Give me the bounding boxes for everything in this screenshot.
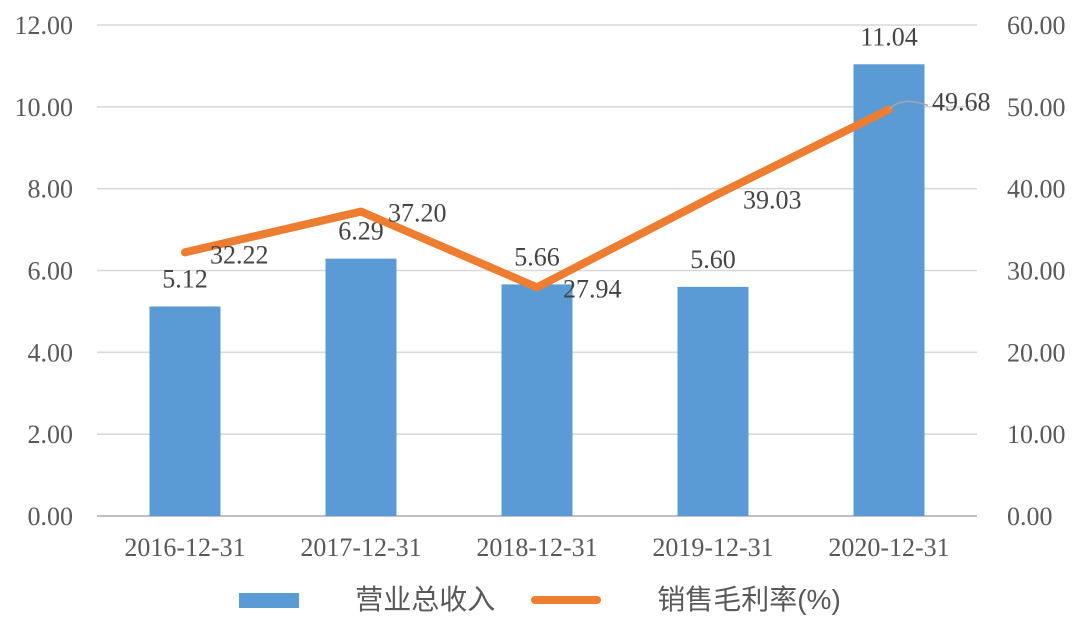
bar-value-label: 11.04	[860, 22, 918, 51]
margin-line	[181, 105, 893, 292]
right-axis-tick-label: 30.00	[1007, 257, 1066, 286]
label-leader-line	[888, 100, 929, 110]
revenue-bar	[677, 286, 749, 516]
right-axis-tick-label: 50.00	[1007, 93, 1066, 122]
revenue-bar	[501, 284, 573, 516]
bar-value-label: 5.12	[162, 265, 208, 294]
bar-value-label: 5.66	[514, 242, 560, 271]
line-value-label: 39.03	[743, 186, 802, 215]
x-axis-category-label: 2020-12-31	[828, 533, 949, 562]
left-axis-tick-label: 2.00	[28, 420, 74, 449]
left-axis-tick-label: 0.00	[28, 502, 74, 531]
left-axis-tick-label: 8.00	[28, 175, 74, 204]
line-value-label: 37.20	[388, 199, 447, 228]
revenue-bar	[149, 306, 221, 516]
right-axis-tick-label: 0.00	[1007, 502, 1053, 531]
legend-bar-swatch-icon	[239, 592, 300, 608]
line-value-label: 49.68	[932, 87, 991, 116]
line-value-label: 27.94	[563, 274, 622, 303]
x-axis-category-label: 2018-12-31	[476, 533, 597, 562]
bar-value-label: 5.60	[690, 245, 736, 274]
revenue-bar	[325, 258, 397, 516]
left-axis-tick-label: 10.00	[15, 93, 74, 122]
x-axis-category-label: 2017-12-31	[300, 533, 421, 562]
legend-line-label: 销售毛利率(%)	[657, 584, 841, 615]
legend-line-swatch-icon	[531, 596, 602, 604]
x-axis-category-label: 2016-12-31	[124, 533, 245, 562]
right-axis-tick-label: 40.00	[1007, 175, 1066, 204]
right-axis-tick-label: 10.00	[1007, 420, 1066, 449]
line-value-label: 32.22	[210, 240, 269, 269]
left-axis-tick-label: 6.00	[28, 257, 74, 286]
legend-bar-label: 营业总收入	[355, 584, 496, 615]
right-axis-tick-label: 60.00	[1007, 11, 1066, 40]
revenue-bar	[853, 64, 925, 516]
left-axis-tick-label: 4.00	[28, 338, 74, 367]
chart-legend: 营业总收入 销售毛利率(%)	[0, 586, 1080, 614]
x-axis-category-label: 2019-12-31	[652, 533, 773, 562]
right-axis-tick-label: 20.00	[1007, 338, 1066, 367]
left-axis-tick-label: 12.00	[15, 11, 74, 40]
